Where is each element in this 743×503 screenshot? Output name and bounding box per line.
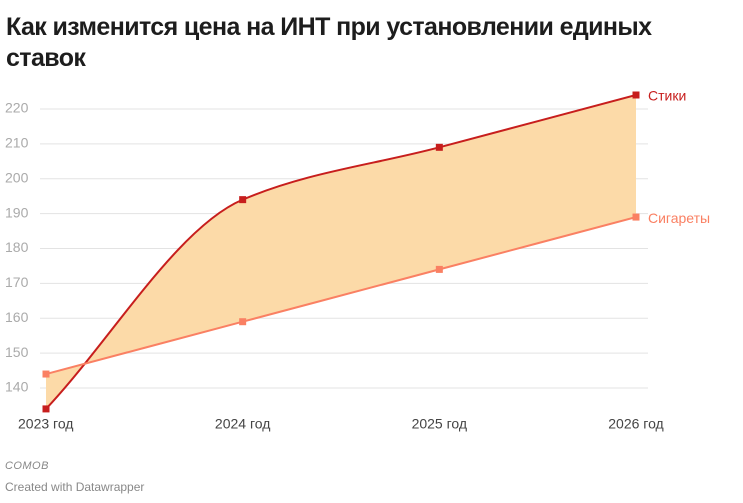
legend-label: Сигареты (648, 210, 710, 226)
point (239, 196, 247, 204)
y-tick-label: 180 (5, 239, 29, 255)
point (435, 143, 443, 151)
line (45, 94, 637, 410)
x-tick-label: 2025 год (412, 416, 467, 432)
point (42, 370, 50, 378)
x-tick-label: 2023 год (18, 416, 73, 432)
y-tick-label: 160 (5, 309, 29, 325)
y-tick-label: 150 (5, 344, 29, 360)
y-tick-label: 210 (5, 135, 29, 151)
y-tick-label: 200 (5, 169, 29, 185)
point (42, 405, 50, 413)
y-tick-label: 140 (5, 379, 29, 395)
legend-label: Стики (648, 88, 686, 104)
source: СОМОВ (5, 460, 49, 472)
y-tick-label: 170 (5, 274, 29, 290)
y-tick-label: 220 (5, 100, 29, 116)
x-tick-label: 2024 год (215, 416, 270, 432)
chart-title: Как изменится цена на ИНТ при установлен… (6, 13, 652, 72)
point (239, 318, 247, 326)
chart: 140 150 160 170 180 190 200 210 220 2023 год 2024 … (5, 88, 710, 432)
point (632, 213, 640, 221)
line (45, 216, 637, 375)
y-tick-label: 190 (5, 204, 29, 220)
point (632, 91, 640, 99)
range-area (46, 95, 636, 409)
x-tick-label: 2026 год (608, 416, 663, 432)
credit: Created with Datawrapper (5, 480, 145, 494)
point (435, 265, 443, 273)
